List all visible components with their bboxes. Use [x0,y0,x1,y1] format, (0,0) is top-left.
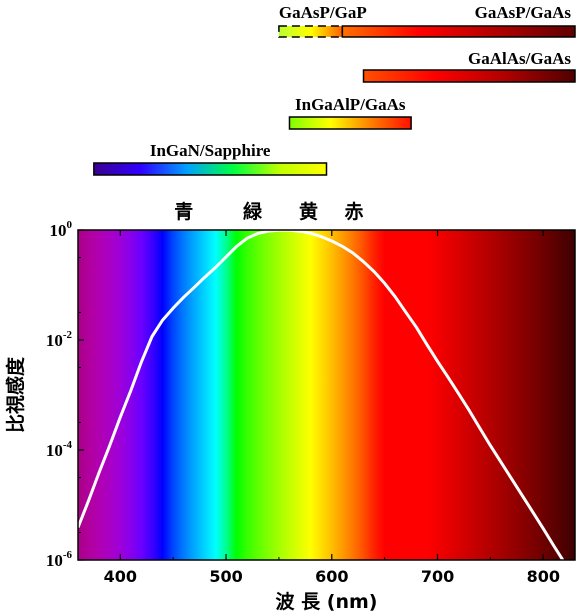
plot-area [77,229,576,561]
led-bar [341,25,576,38]
led-bar [288,116,412,130]
led-material-bars: GaAsP/GaP GaAsP/GaAs GaAlAs/GaAs InGaAlP/Ga… [93,3,576,176]
y-axis-ticks: 100 10-2 10-4 10-6 [46,219,84,570]
plot-frame [77,229,576,561]
led-bar-label: GaAsP/GaAs [475,3,572,22]
x-tick-label: 700 [421,567,454,586]
led-bar-label: GaAlAs/GaAs [468,49,571,68]
x-axis-title: 波 長 (nm) [276,590,378,613]
y-tick-label: 100 [50,219,73,240]
luminosity-curve [78,230,565,560]
led-bar-label: GaAsP/GaP [279,3,367,22]
led-bar-label: InGaN/Sapphire [150,141,271,160]
y-tick-label: 10-4 [46,439,73,460]
x-tick-label: 800 [527,567,560,586]
led-bar [362,69,576,83]
color-name-label: 黄 [299,200,318,223]
x-tick-label: 600 [315,567,348,586]
x-tick-label: 500 [209,567,242,586]
x-axis-ticks: 400 500 600 700 800 [104,230,560,586]
color-name-labels: 青緑黄赤 [174,200,363,223]
led-bar [93,162,328,176]
led-bar [278,25,344,38]
color-name-label: 赤 [344,201,363,223]
led-bar-label: InGaAlP/GaAs [295,95,406,114]
y-tick-label: 10-6 [46,549,73,570]
y-tick-label: 10-2 [46,329,73,350]
color-name-label: 青 [174,201,193,223]
spectrum-background [78,230,575,560]
y-axis-title: 比視感度 [4,356,27,433]
color-name-label: 緑 [243,200,263,223]
x-tick-label: 400 [104,567,137,586]
